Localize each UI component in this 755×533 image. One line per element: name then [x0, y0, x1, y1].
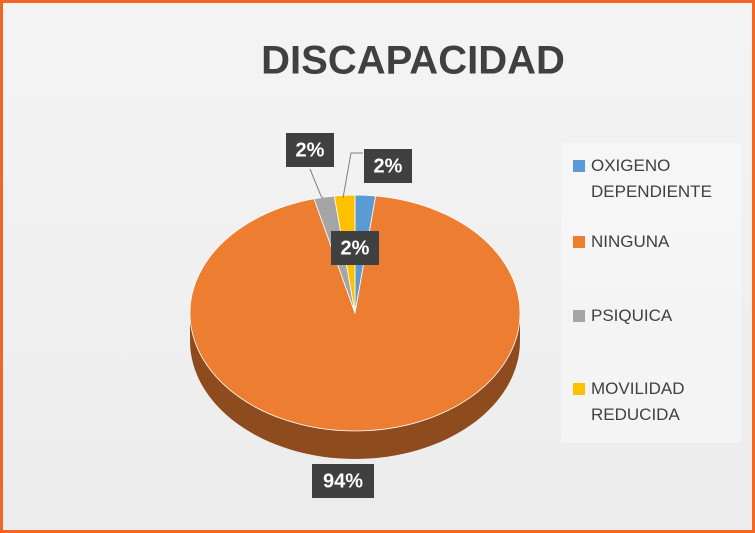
legend-label: OXIGENO DEPENDIENTE	[591, 156, 712, 201]
legend-item: OXIGENO DEPENDIENTE	[573, 153, 752, 205]
legend-label: MOVILIDAD REDUCIDA	[591, 379, 685, 424]
legend-item: MOVILIDAD REDUCIDA	[573, 376, 752, 428]
legend-label: NINGUNA	[591, 232, 670, 251]
data-label-box	[364, 149, 412, 183]
legend-swatch	[573, 236, 585, 248]
slice-side	[190, 313, 520, 459]
legend-item: PSIQUICA	[573, 303, 752, 329]
legend-swatch	[573, 310, 585, 322]
legend-swatch	[573, 383, 585, 395]
leader-line	[342, 152, 363, 199]
legend-label: PSIQUICA	[591, 306, 673, 325]
slice	[189, 195, 521, 432]
chart: DISCAPACIDAD 2% 94% 2% 2%	[189, 39, 565, 498]
legend-item: NINGUNA	[573, 229, 752, 255]
data-label: 2%	[341, 237, 370, 259]
chart-title: DISCAPACIDAD	[261, 39, 565, 83]
legend: OXIGENO DEPENDIENTE NINGUNA PSIQUICA MOVILI…	[561, 143, 741, 443]
data-label-box	[331, 231, 379, 265]
legend-swatch	[573, 160, 585, 172]
data-label-box	[286, 133, 334, 167]
data-label: 94%	[323, 470, 363, 492]
leader-line	[309, 168, 324, 199]
data-label: 2%	[374, 155, 403, 177]
data-label: 2%	[296, 139, 325, 161]
data-label-box	[312, 464, 374, 498]
